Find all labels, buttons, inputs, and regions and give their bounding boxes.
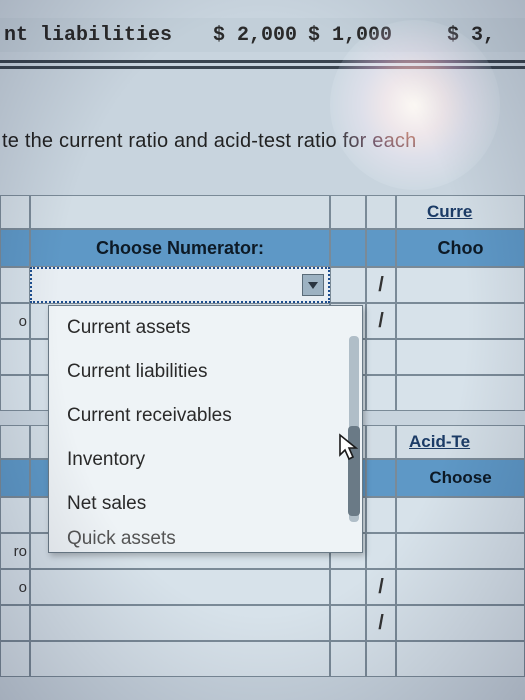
divide-slash: /: [366, 267, 396, 303]
header-row-1: Curre: [0, 195, 525, 229]
blank-header: [330, 195, 366, 229]
blank-header: [366, 229, 396, 267]
data-cell[interactable]: [396, 533, 525, 569]
data-cell[interactable]: [396, 641, 525, 677]
slash-cell: [366, 641, 396, 677]
data-cell[interactable]: [396, 375, 525, 411]
top-data-row: nt liabilities $ 2,000 $ 1,000 $ 3,: [0, 18, 525, 52]
stub-cell: [0, 339, 30, 375]
row-label: nt liabilities: [0, 24, 210, 47]
data-cell[interactable]: [30, 569, 330, 605]
slash-cell: [366, 533, 396, 569]
dropdown-option[interactable]: Current liabilities: [49, 350, 362, 394]
stub-cell: [0, 605, 30, 641]
header-row-2: Choose Numerator: Choo: [0, 229, 525, 267]
spacer-cell[interactable]: [330, 267, 366, 303]
current-ratio-header: Curre: [396, 195, 525, 229]
scrollbar-thumb[interactable]: [348, 426, 360, 516]
stub-cell: [0, 267, 30, 303]
table-row: [0, 641, 525, 677]
divide-slash: /: [366, 303, 396, 339]
stub-cell: [0, 425, 30, 459]
table-row: o /: [0, 569, 525, 605]
stub-label: ro: [0, 533, 30, 569]
blank-header: [30, 195, 330, 229]
double-rule: [0, 60, 525, 69]
stub-cell: [0, 375, 30, 411]
gap: [0, 411, 30, 425]
dropdown-option[interactable]: Current assets: [49, 306, 362, 350]
stub-label: o: [0, 569, 30, 605]
stub-cell: [0, 497, 30, 533]
data-cell[interactable]: [30, 641, 330, 677]
choose-denominator-header: Choo: [396, 229, 525, 267]
dropdown-option[interactable]: Inventory: [49, 438, 362, 482]
stub-cell: [0, 195, 30, 229]
divide-slash: /: [366, 569, 396, 605]
dropdown-option-clipped[interactable]: Quick assets: [49, 526, 362, 552]
data-cell[interactable]: [396, 497, 525, 533]
blank-header: [366, 195, 396, 229]
acid-test-header: Acid-Te: [396, 425, 525, 459]
stub-cell: [0, 459, 30, 497]
data-cell[interactable]: [396, 339, 525, 375]
data-cell[interactable]: [330, 641, 366, 677]
data-cell[interactable]: [396, 303, 525, 339]
blank-header: [330, 229, 366, 267]
val-col-1: $ 2,000: [210, 24, 305, 47]
table-row: /: [0, 605, 525, 641]
blank-header: [366, 459, 396, 497]
val-col-3: $ 3,: [400, 24, 495, 47]
choose-numerator-header: Choose Numerator:: [30, 229, 330, 267]
data-cell[interactable]: [330, 605, 366, 641]
denominator-cell[interactable]: [396, 267, 525, 303]
data-cell[interactable]: [30, 605, 330, 641]
blank-header: [366, 425, 396, 459]
slash-cell: [366, 339, 396, 375]
choose-header-2: Choose: [396, 459, 525, 497]
numerator-dropdown-cell[interactable]: [30, 267, 330, 303]
slash-cell: [366, 497, 396, 533]
numerator-dropdown-list[interactable]: Current assets Current liabilities Curre…: [48, 305, 363, 553]
ratio-worksheet: Curre Choose Numerator: Choo / o /: [0, 195, 525, 700]
dropdown-arrow-icon[interactable]: [302, 274, 324, 296]
divide-slash: /: [366, 605, 396, 641]
input-row-active: /: [0, 267, 525, 303]
stub-cell: [0, 229, 30, 267]
dropdown-option[interactable]: Current receivables: [49, 394, 362, 438]
slash-cell: [366, 375, 396, 411]
data-cell[interactable]: [396, 605, 525, 641]
stub-label: o: [0, 303, 30, 339]
data-cell[interactable]: [396, 569, 525, 605]
stub-cell: [0, 641, 30, 677]
data-cell[interactable]: [330, 569, 366, 605]
val-col-2: $ 1,000: [305, 24, 400, 47]
dropdown-option[interactable]: Net sales: [49, 482, 362, 526]
instruction-text: te the current ratio and acid-test ratio…: [0, 130, 525, 153]
